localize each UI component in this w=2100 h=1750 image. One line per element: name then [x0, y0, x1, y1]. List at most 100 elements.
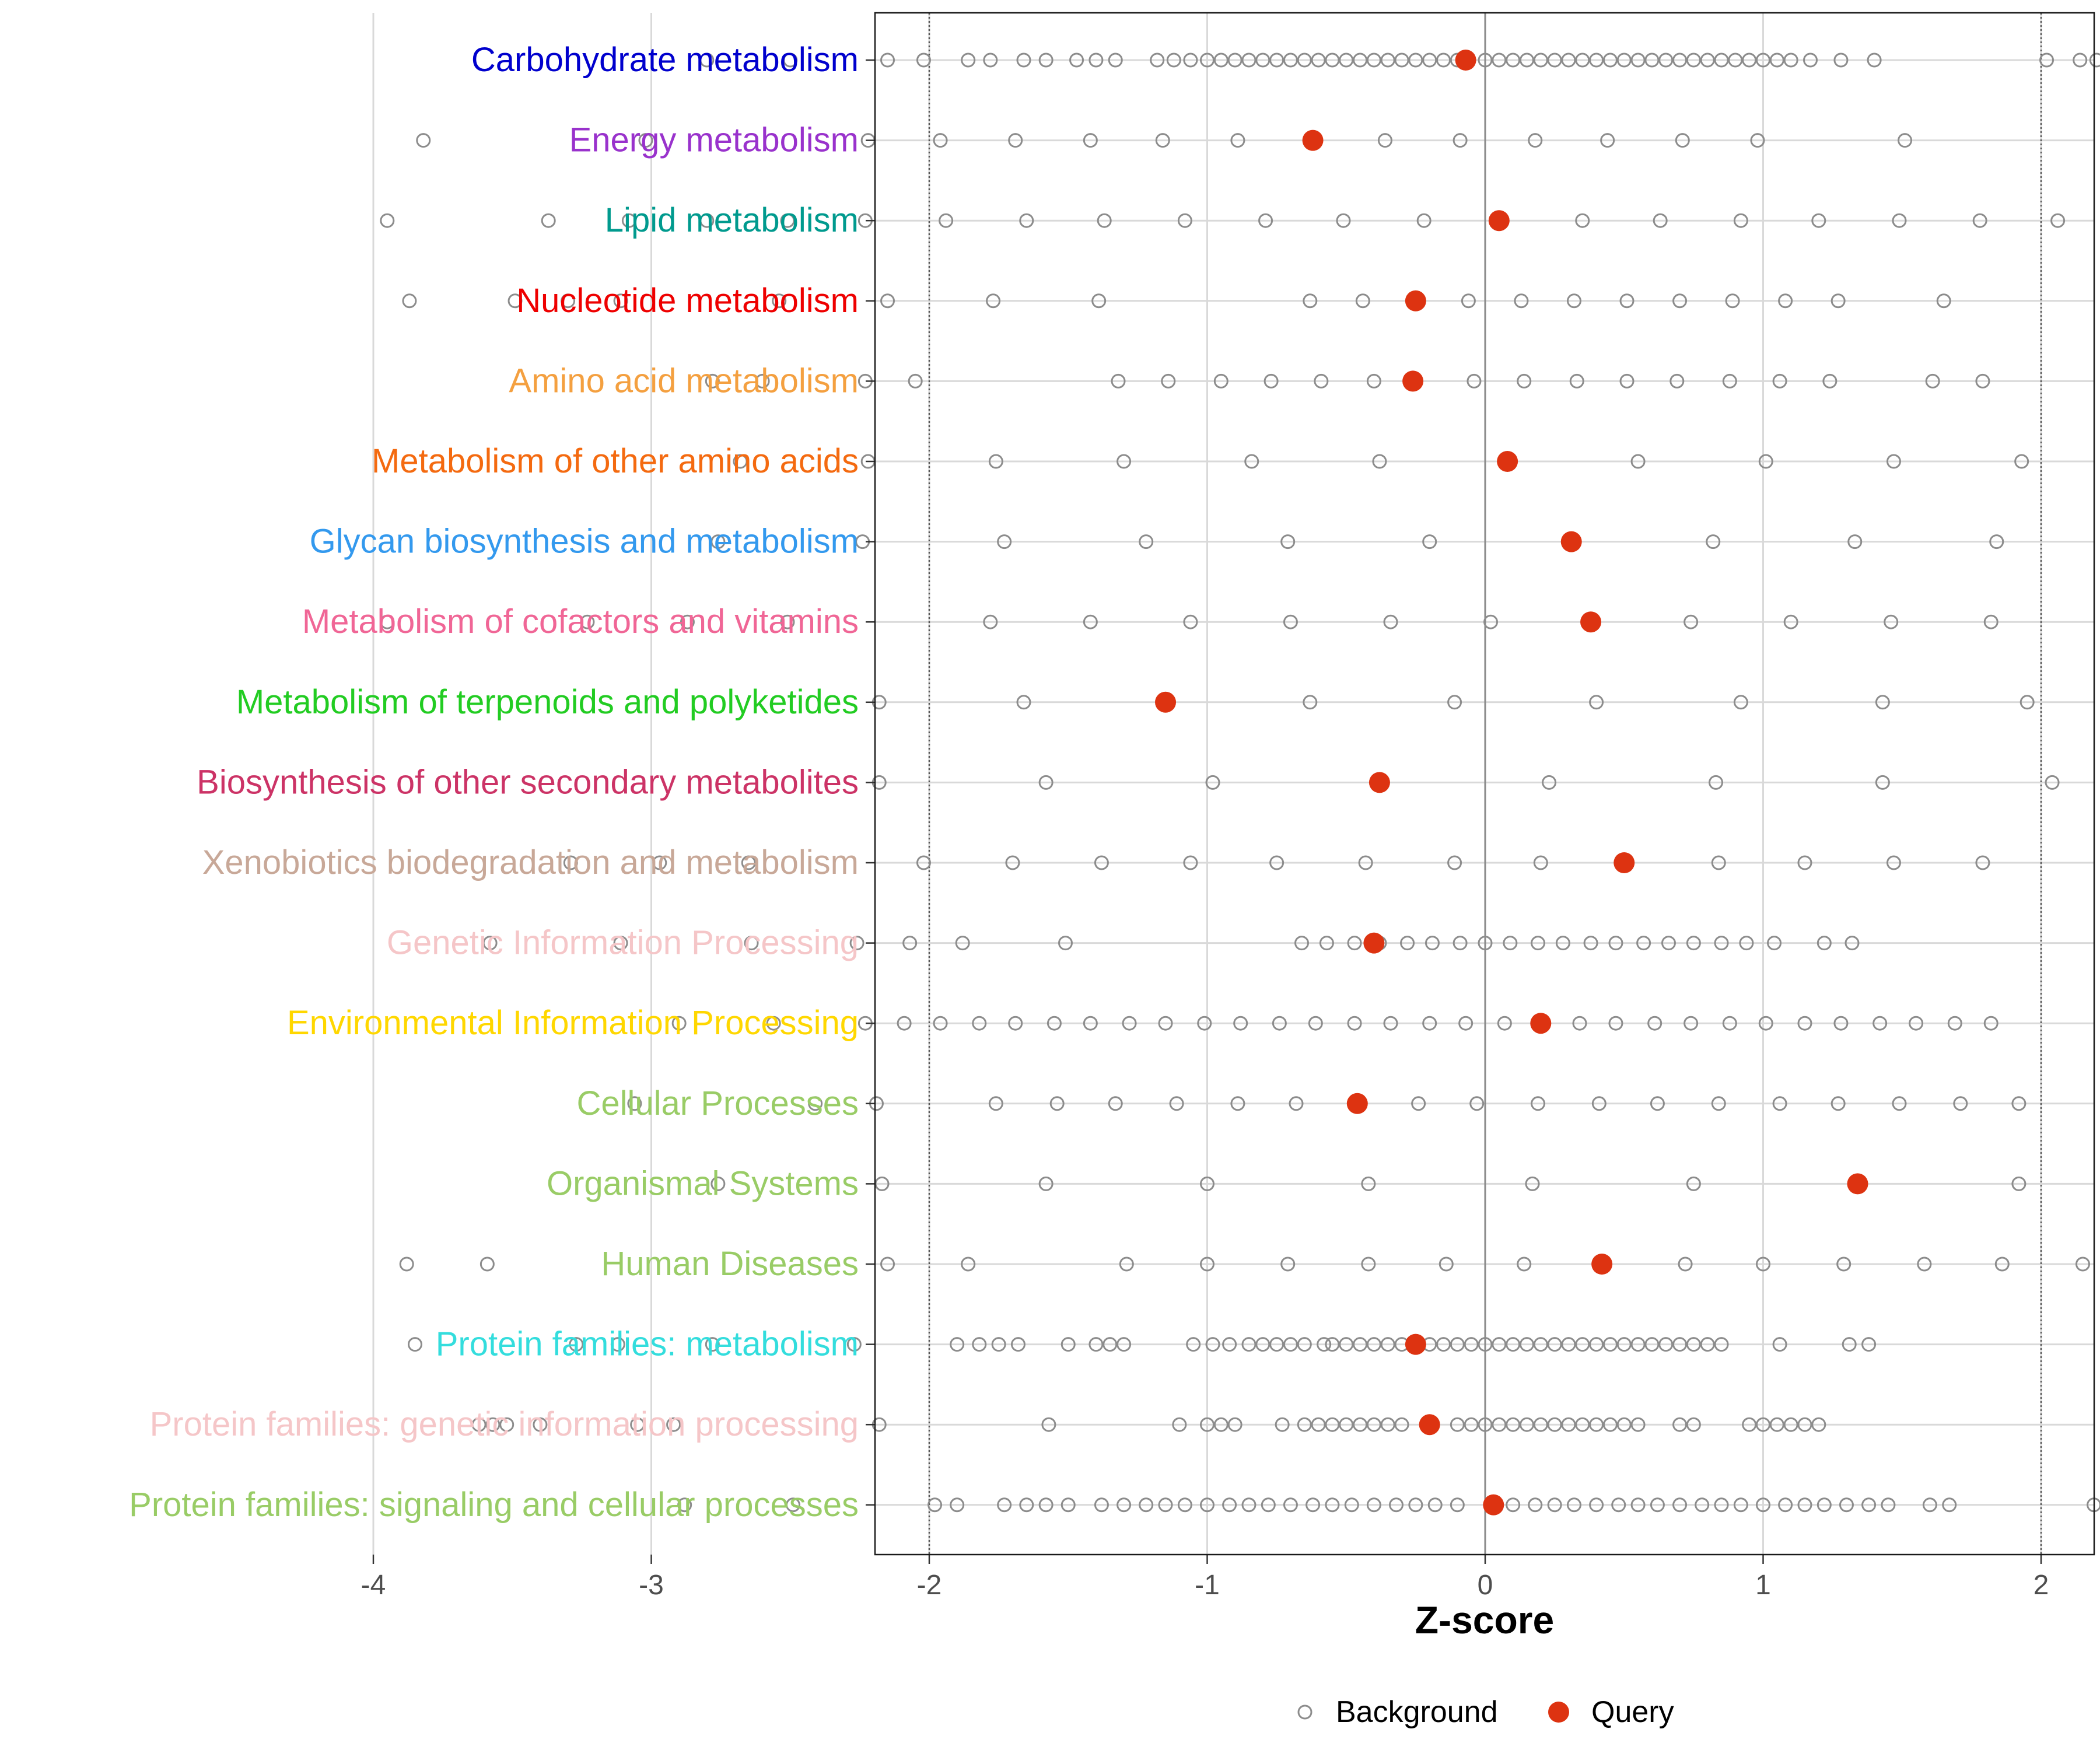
background-point	[1383, 1016, 1398, 1031]
background-point	[680, 614, 695, 629]
background-point	[2045, 775, 2060, 790]
background-point	[1158, 1016, 1173, 1031]
background-point	[1898, 133, 1913, 148]
background-point	[1400, 936, 1415, 951]
background-point	[1533, 1337, 1548, 1352]
background-point	[1909, 1016, 1924, 1031]
background-point	[1005, 855, 1020, 870]
background-point	[1672, 1337, 1688, 1352]
category-label: Lipid metabolism	[605, 201, 859, 239]
background-point	[499, 1417, 514, 1432]
background-point	[1714, 52, 1729, 68]
background-point	[1186, 1337, 1201, 1352]
background-point	[1311, 1417, 1326, 1432]
background-point	[1408, 52, 1423, 68]
background-point	[1283, 52, 1298, 68]
background-point	[933, 133, 948, 148]
background-point	[1517, 1256, 1532, 1272]
background-point	[1325, 1337, 1340, 1352]
background-point	[1600, 133, 1615, 148]
background-point	[1424, 936, 1440, 951]
background-point	[1394, 1417, 1409, 1432]
plot-frame	[874, 12, 2095, 1556]
background-point	[733, 454, 748, 469]
background-point	[1833, 1016, 1849, 1031]
background-point	[1383, 614, 1398, 629]
background-point	[988, 1096, 1003, 1111]
category-row	[710, 531, 2004, 552]
background-point	[1094, 855, 1109, 870]
background-point	[1336, 213, 1351, 228]
background-point	[1778, 293, 1793, 309]
background-point	[1016, 695, 1031, 710]
background-point	[561, 293, 576, 309]
category-row	[627, 1093, 2027, 1114]
background-point	[1750, 133, 1765, 148]
background-point	[1222, 1337, 1237, 1352]
background-point	[1297, 52, 1312, 68]
background-point	[380, 614, 395, 629]
background-point	[1519, 52, 1534, 68]
background-point	[1161, 373, 1176, 388]
background-point	[1591, 1096, 1606, 1111]
category-row	[677, 1494, 2100, 1516]
background-point	[1258, 213, 1273, 228]
background-point	[972, 1016, 987, 1031]
background-point	[1478, 1337, 1493, 1352]
background-point	[933, 1016, 948, 1031]
background-point	[627, 1096, 642, 1111]
background-point	[997, 534, 1012, 550]
background-point	[880, 52, 895, 68]
background-point	[1602, 52, 1618, 68]
background-point	[1049, 1096, 1065, 1111]
background-point	[1366, 373, 1381, 388]
background-point	[1975, 373, 1990, 388]
background-point	[1783, 1417, 1798, 1432]
background-point	[1783, 52, 1798, 68]
category-row	[710, 1173, 2027, 1195]
background-point	[1308, 1016, 1323, 1031]
background-point	[1542, 775, 1557, 790]
background-point	[1244, 454, 1259, 469]
background-point	[1303, 293, 1318, 309]
query-point	[1497, 451, 1518, 472]
x-tick-label: -1	[1195, 1570, 1220, 1601]
background-point	[1572, 1016, 1587, 1031]
background-point	[1861, 1337, 1877, 1352]
background-point	[1325, 52, 1340, 68]
background-point	[508, 293, 523, 309]
background-point	[1102, 1337, 1118, 1352]
background-point	[1339, 1337, 1354, 1352]
query-point	[1847, 1173, 1868, 1195]
background-point	[1116, 454, 1132, 469]
background-point	[1778, 1497, 1793, 1513]
background-point	[880, 1256, 895, 1272]
background-point	[1686, 1176, 1701, 1191]
background-point	[1517, 373, 1532, 388]
background-point	[1347, 1016, 1362, 1031]
background-point	[1533, 52, 1548, 68]
background-point	[1575, 213, 1590, 228]
category-row	[416, 130, 1913, 151]
category-labels: Carbohydrate metabolism Energy metabolism…	[129, 41, 859, 1524]
background-point	[1233, 1016, 1248, 1031]
background-point	[988, 454, 1003, 469]
background-point	[1658, 1337, 1674, 1352]
background-point	[1483, 614, 1499, 629]
background-point	[1241, 52, 1256, 68]
background-point	[1867, 52, 1882, 68]
background-point	[1422, 52, 1437, 68]
background-point	[416, 133, 431, 148]
background-point	[1670, 373, 1685, 388]
category-row	[471, 1414, 1826, 1436]
background-point	[2050, 213, 2066, 228]
background-point	[1380, 1337, 1395, 1352]
background-point	[1503, 936, 1518, 951]
background-point	[1303, 695, 1318, 710]
background-point	[1506, 52, 1521, 68]
background-point	[1700, 52, 1715, 68]
background-point	[1019, 1497, 1034, 1513]
background-point	[1839, 1497, 1854, 1513]
background-point	[1728, 52, 1743, 68]
background-point	[1058, 936, 1073, 951]
